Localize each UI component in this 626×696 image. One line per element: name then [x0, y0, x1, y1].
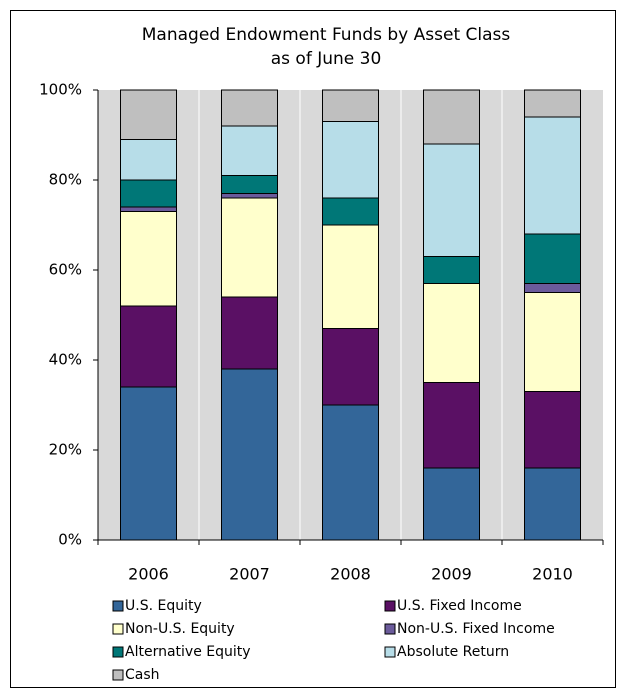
bar-segment: [221, 175, 278, 194]
bar-segment: [221, 193, 278, 199]
bar-segment: [120, 211, 177, 307]
legend-label: U.S. Equity: [125, 598, 202, 614]
y-tick-label: 80%: [49, 171, 82, 189]
legend-swatch: [384, 623, 396, 635]
chart-subtitle: as of June 30: [271, 49, 382, 69]
bar-segment: [120, 179, 177, 208]
bar-segment: [524, 391, 581, 469]
legend-swatch: [112, 600, 124, 612]
bar-segment: [524, 89, 581, 118]
legend-label: Non-U.S. Equity: [125, 621, 235, 637]
legend-swatch: [384, 646, 396, 658]
x-tick-label: 2007: [229, 565, 270, 584]
legend-swatch: [384, 600, 396, 612]
bar-segment: [524, 283, 581, 293]
bar-segment: [423, 89, 480, 145]
legend-label: Non-U.S. Fixed Income: [397, 621, 555, 637]
bar-segment: [423, 467, 480, 541]
y-tick-label: 100%: [39, 81, 82, 99]
bar-segment: [322, 89, 379, 122]
bar-segment: [120, 139, 177, 181]
bar-segment: [322, 224, 379, 329]
chart-title: Managed Endowment Funds by Asset Class: [142, 25, 511, 45]
bar-segment: [524, 116, 581, 235]
bar-segment: [524, 233, 581, 284]
y-tick-label: 0%: [58, 531, 82, 549]
bar-segment: [423, 382, 480, 469]
bar-segment: [221, 296, 278, 370]
bar-segment: [221, 89, 278, 127]
bar-segment: [120, 305, 177, 388]
legend-label: Cash: [125, 667, 160, 683]
bar-segment: [423, 283, 480, 383]
bar-segment: [221, 368, 278, 541]
bar-segment: [322, 404, 379, 541]
bar-segment: [221, 197, 278, 298]
x-tick-label: 2008: [330, 565, 371, 584]
bar-segment: [322, 121, 379, 199]
bar-segment: [120, 386, 177, 541]
bar-segment: [524, 292, 581, 392]
y-tick-label: 40%: [49, 351, 82, 369]
bar-segment: [322, 328, 379, 406]
x-tick-label: 2009: [431, 565, 472, 584]
bar-segment: [221, 125, 278, 176]
y-tick-label: 20%: [49, 441, 82, 459]
bar-segment: [120, 206, 177, 212]
bar-segment: [322, 197, 379, 226]
bar-segment: [423, 143, 480, 257]
x-tick-label: 2006: [128, 565, 169, 584]
legend-swatch: [112, 669, 124, 681]
bar-segment: [524, 467, 581, 541]
y-tick-label: 60%: [49, 261, 82, 279]
bar-segment: [423, 256, 480, 284]
x-tick-label: 2010: [532, 565, 573, 584]
legend-label: Alternative Equity: [125, 644, 251, 660]
legend-swatch: [112, 646, 124, 658]
legend-swatch: [112, 623, 124, 635]
bar-segment: [120, 89, 177, 140]
legend-label: Absolute Return: [397, 644, 509, 660]
legend-label: U.S. Fixed Income: [397, 598, 522, 614]
